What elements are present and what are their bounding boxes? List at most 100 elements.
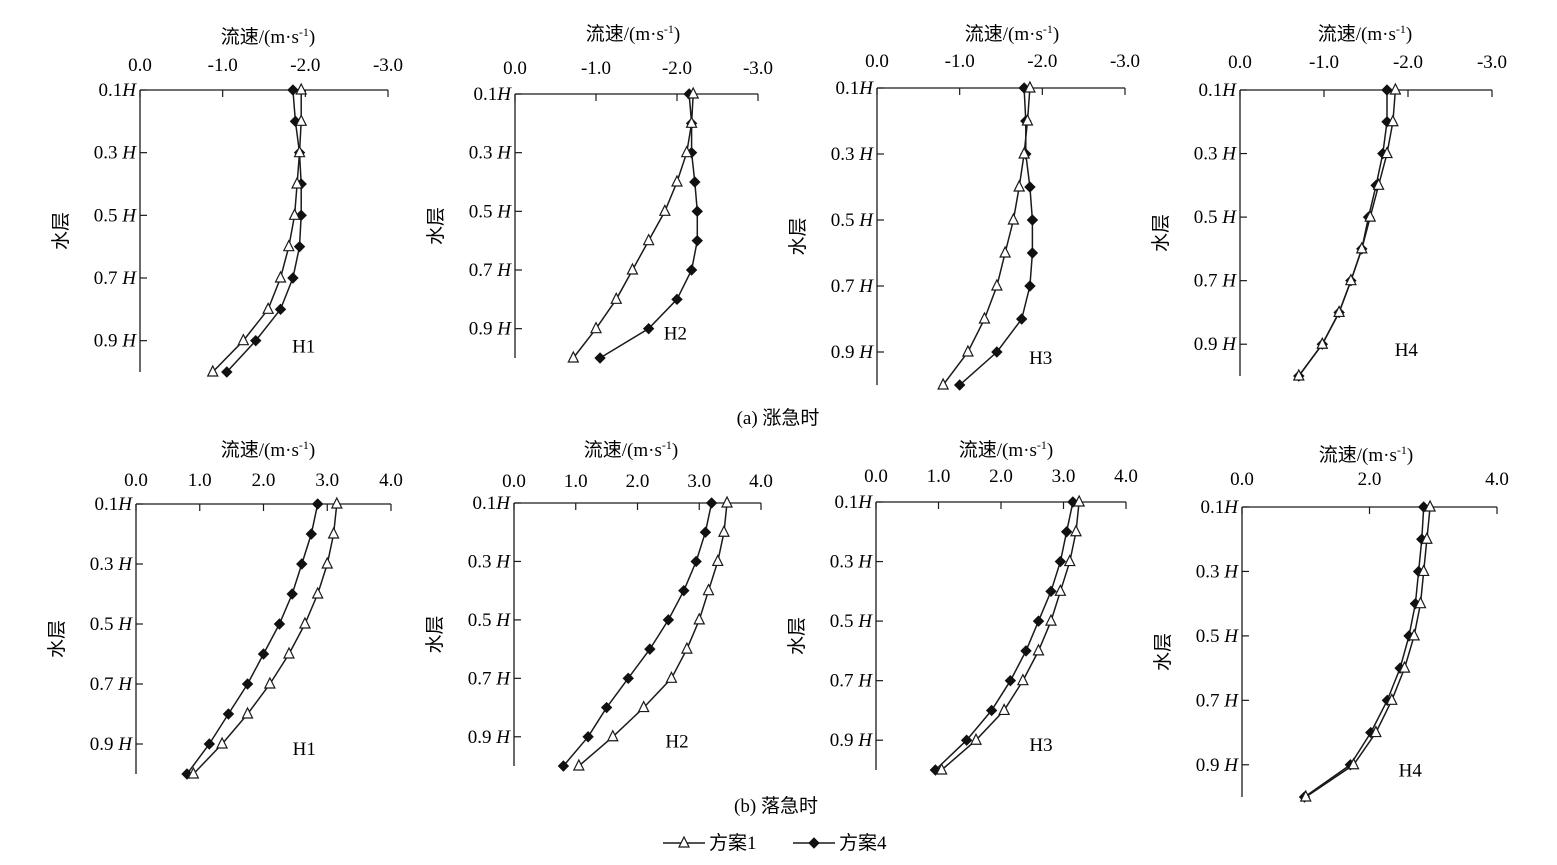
data-point-scheme4 (1004, 674, 1017, 687)
data-point-scheme1 (721, 495, 734, 508)
x-tick-label: 1.0 (564, 471, 588, 492)
data-point-scheme4 (296, 558, 308, 570)
data-point-scheme1 (658, 203, 671, 216)
data-point-scheme1 (680, 145, 693, 158)
data-point-scheme4 (557, 760, 570, 772)
data-point-scheme1 (702, 583, 715, 596)
y-axis-title: 水层 (425, 207, 447, 245)
data-point-scheme1 (216, 736, 229, 749)
data-point-scheme1 (1389, 82, 1402, 95)
data-point-scheme1 (1333, 305, 1346, 318)
y-tick-label: 0.9 H (90, 734, 134, 755)
y-tick-label: 0.9 H (94, 331, 138, 352)
data-point-scheme4 (1381, 84, 1393, 96)
data-point-scheme1 (1013, 179, 1026, 192)
chart-a-H3: 0.0 -1.0 -2.0 -3.0 0.1H 0.3 H 0.5 H 0.7 H 0.9 H 流… (787, 22, 1140, 391)
x-tick-label: -2.0 (1027, 51, 1057, 72)
data-point-scheme4 (274, 303, 287, 316)
data-point-scheme4 (678, 584, 690, 597)
data-point-scheme4 (257, 648, 270, 660)
data-point-scheme1 (961, 344, 974, 357)
x-tick-label: 4.0 (1114, 466, 1138, 487)
series-line-scheme1 (942, 87, 1031, 386)
chart-b-H2: 0.0 1.0 2.0 3.0 4.0 0.1H 0.3 H 0.5 H 0.7 H 0.9 H 流… (424, 438, 773, 772)
data-point-scheme1 (717, 524, 730, 537)
data-point-scheme4 (594, 352, 606, 364)
y-tick-label: 0.3 H (1196, 561, 1240, 582)
y-axis-title: 水层 (424, 615, 446, 653)
data-point-scheme1 (1417, 564, 1430, 577)
x-tick-label: 0.0 (124, 470, 148, 491)
chart-b-H4: 0.0 2.0 4.0 0.1H 0.3 H 0.5 H 0.7 H 0.9 H 流速/(m·s… (1152, 443, 1509, 803)
data-point-scheme1 (293, 145, 306, 158)
y-tick-label: 0.1H (99, 80, 138, 101)
data-point-scheme1 (1007, 212, 1020, 225)
data-point-scheme1 (282, 239, 295, 252)
data-point-scheme1 (711, 554, 724, 567)
data-point-scheme4 (305, 528, 318, 540)
data-point-scheme4 (221, 366, 233, 378)
y-tick-label: 0.5 H (94, 205, 138, 226)
data-point-scheme1 (671, 174, 683, 187)
chart-b-H1: 0.0 1.0 2.0 3.0 4.0 0.1H 0.3 H 0.5 H 0.7 H 0.9 H 流… (46, 438, 403, 780)
data-point-scheme4 (286, 588, 298, 600)
series-line-scheme1 (1305, 506, 1431, 798)
y-tick-label: 0.1H (474, 84, 513, 105)
data-point-scheme4 (241, 678, 254, 690)
y-axis-title: 水层 (786, 617, 808, 655)
y-axis-title: 水层 (1152, 633, 1174, 671)
x-tick-label: 2.0 (252, 470, 276, 491)
x-tick-label: -3.0 (1477, 52, 1507, 73)
x-tick-label: 1.0 (927, 466, 951, 487)
series-line-scheme1 (1298, 89, 1397, 377)
station-label: H3 (1029, 735, 1052, 756)
series-line-scheme4 (1298, 90, 1388, 377)
series-line-scheme4 (186, 503, 319, 775)
data-point-scheme1 (262, 301, 275, 314)
x-tick-label: -1.0 (945, 51, 975, 72)
data-point-scheme1 (610, 291, 623, 304)
data-point-scheme4 (685, 264, 698, 276)
x-tick-label: 3.0 (315, 470, 339, 491)
y-tick-label: 0.3 H (468, 551, 512, 572)
y-axis-title: 水层 (50, 212, 72, 250)
data-point-scheme1 (1021, 113, 1034, 126)
data-point-scheme1 (1414, 596, 1427, 609)
data-point-scheme1 (572, 758, 585, 771)
y-tick-label: 0.3 H (90, 554, 134, 575)
y-axis-title: 水层 (46, 620, 68, 658)
data-point-scheme1 (1424, 499, 1437, 512)
data-point-scheme1 (1344, 273, 1357, 286)
data-point-scheme4 (1024, 181, 1036, 193)
data-point-scheme1 (680, 641, 693, 654)
data-point-scheme1 (327, 526, 340, 539)
caption-a: (a) 涨急时 (737, 407, 820, 429)
data-point-scheme1 (187, 766, 200, 779)
series-line-scheme1 (192, 503, 338, 775)
y-tick-label: 0.7 H (90, 674, 134, 695)
data-point-scheme4 (600, 701, 613, 714)
data-point-scheme1 (1398, 660, 1411, 673)
data-point-scheme1 (291, 176, 304, 189)
data-point-scheme4 (662, 614, 675, 626)
data-point-scheme1 (1385, 692, 1398, 705)
y-tick-label: 0.1H (1201, 497, 1240, 518)
x-axis-title: 流速/(m·s-1) (584, 438, 678, 461)
y-tick-label: 0.7 H (830, 671, 874, 692)
x-axis-title: 流速/(m·s-1) (221, 438, 315, 461)
data-point-scheme1 (237, 333, 250, 346)
y-tick-label: 0.1H (836, 78, 875, 99)
station-label: H3 (1029, 348, 1052, 369)
x-axis-title: 流速/(m·s-1) (221, 25, 315, 48)
y-tick-label: 0.3 H (1194, 144, 1238, 165)
data-point-scheme4 (991, 346, 1003, 358)
y-tick-label: 0.7 H (831, 276, 875, 297)
data-point-scheme4 (960, 734, 973, 746)
series-line-scheme4 (599, 93, 699, 359)
data-point-scheme4 (1020, 645, 1032, 657)
data-point-scheme4 (250, 334, 262, 347)
y-tick-label: 0.9 H (830, 730, 874, 751)
x-tick-label: 2.0 (1358, 469, 1382, 490)
data-point-scheme1 (1316, 336, 1329, 349)
station-label: H4 (1395, 340, 1419, 361)
